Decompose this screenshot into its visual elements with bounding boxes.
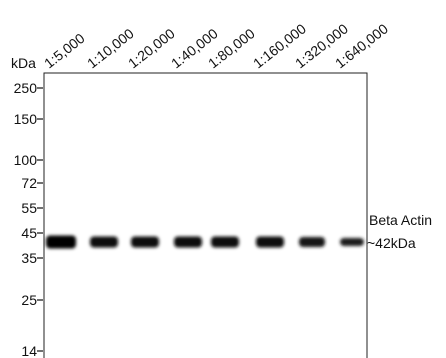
marker-label: 250 [14,80,38,96]
band [299,237,325,247]
membrane [44,73,367,358]
marker-label: 45 [21,225,37,241]
marker-label: 55 [21,200,37,216]
size-label: ~42kDa [367,235,416,251]
target-label: Beta Actin [369,212,432,228]
western-blot: kDa Beta Actin ~42kDa 250 150 100 72 55 45 35 2… [0,0,446,358]
band [46,236,76,249]
band [174,237,202,248]
marker-label: 100 [14,152,38,168]
band [131,237,159,248]
lane-label: 1:5,000 [41,30,88,71]
band [211,237,239,248]
marker-label: 14 [21,343,37,358]
lane-label: 1:20,000 [125,25,178,71]
band [340,238,364,246]
marker-label: 35 [21,250,37,266]
marker-label: 25 [21,292,37,308]
marker-label: 72 [21,175,37,191]
band [90,237,118,248]
band [256,237,284,248]
marker-label: 150 [14,111,38,127]
unit-label: kDa [11,55,36,71]
